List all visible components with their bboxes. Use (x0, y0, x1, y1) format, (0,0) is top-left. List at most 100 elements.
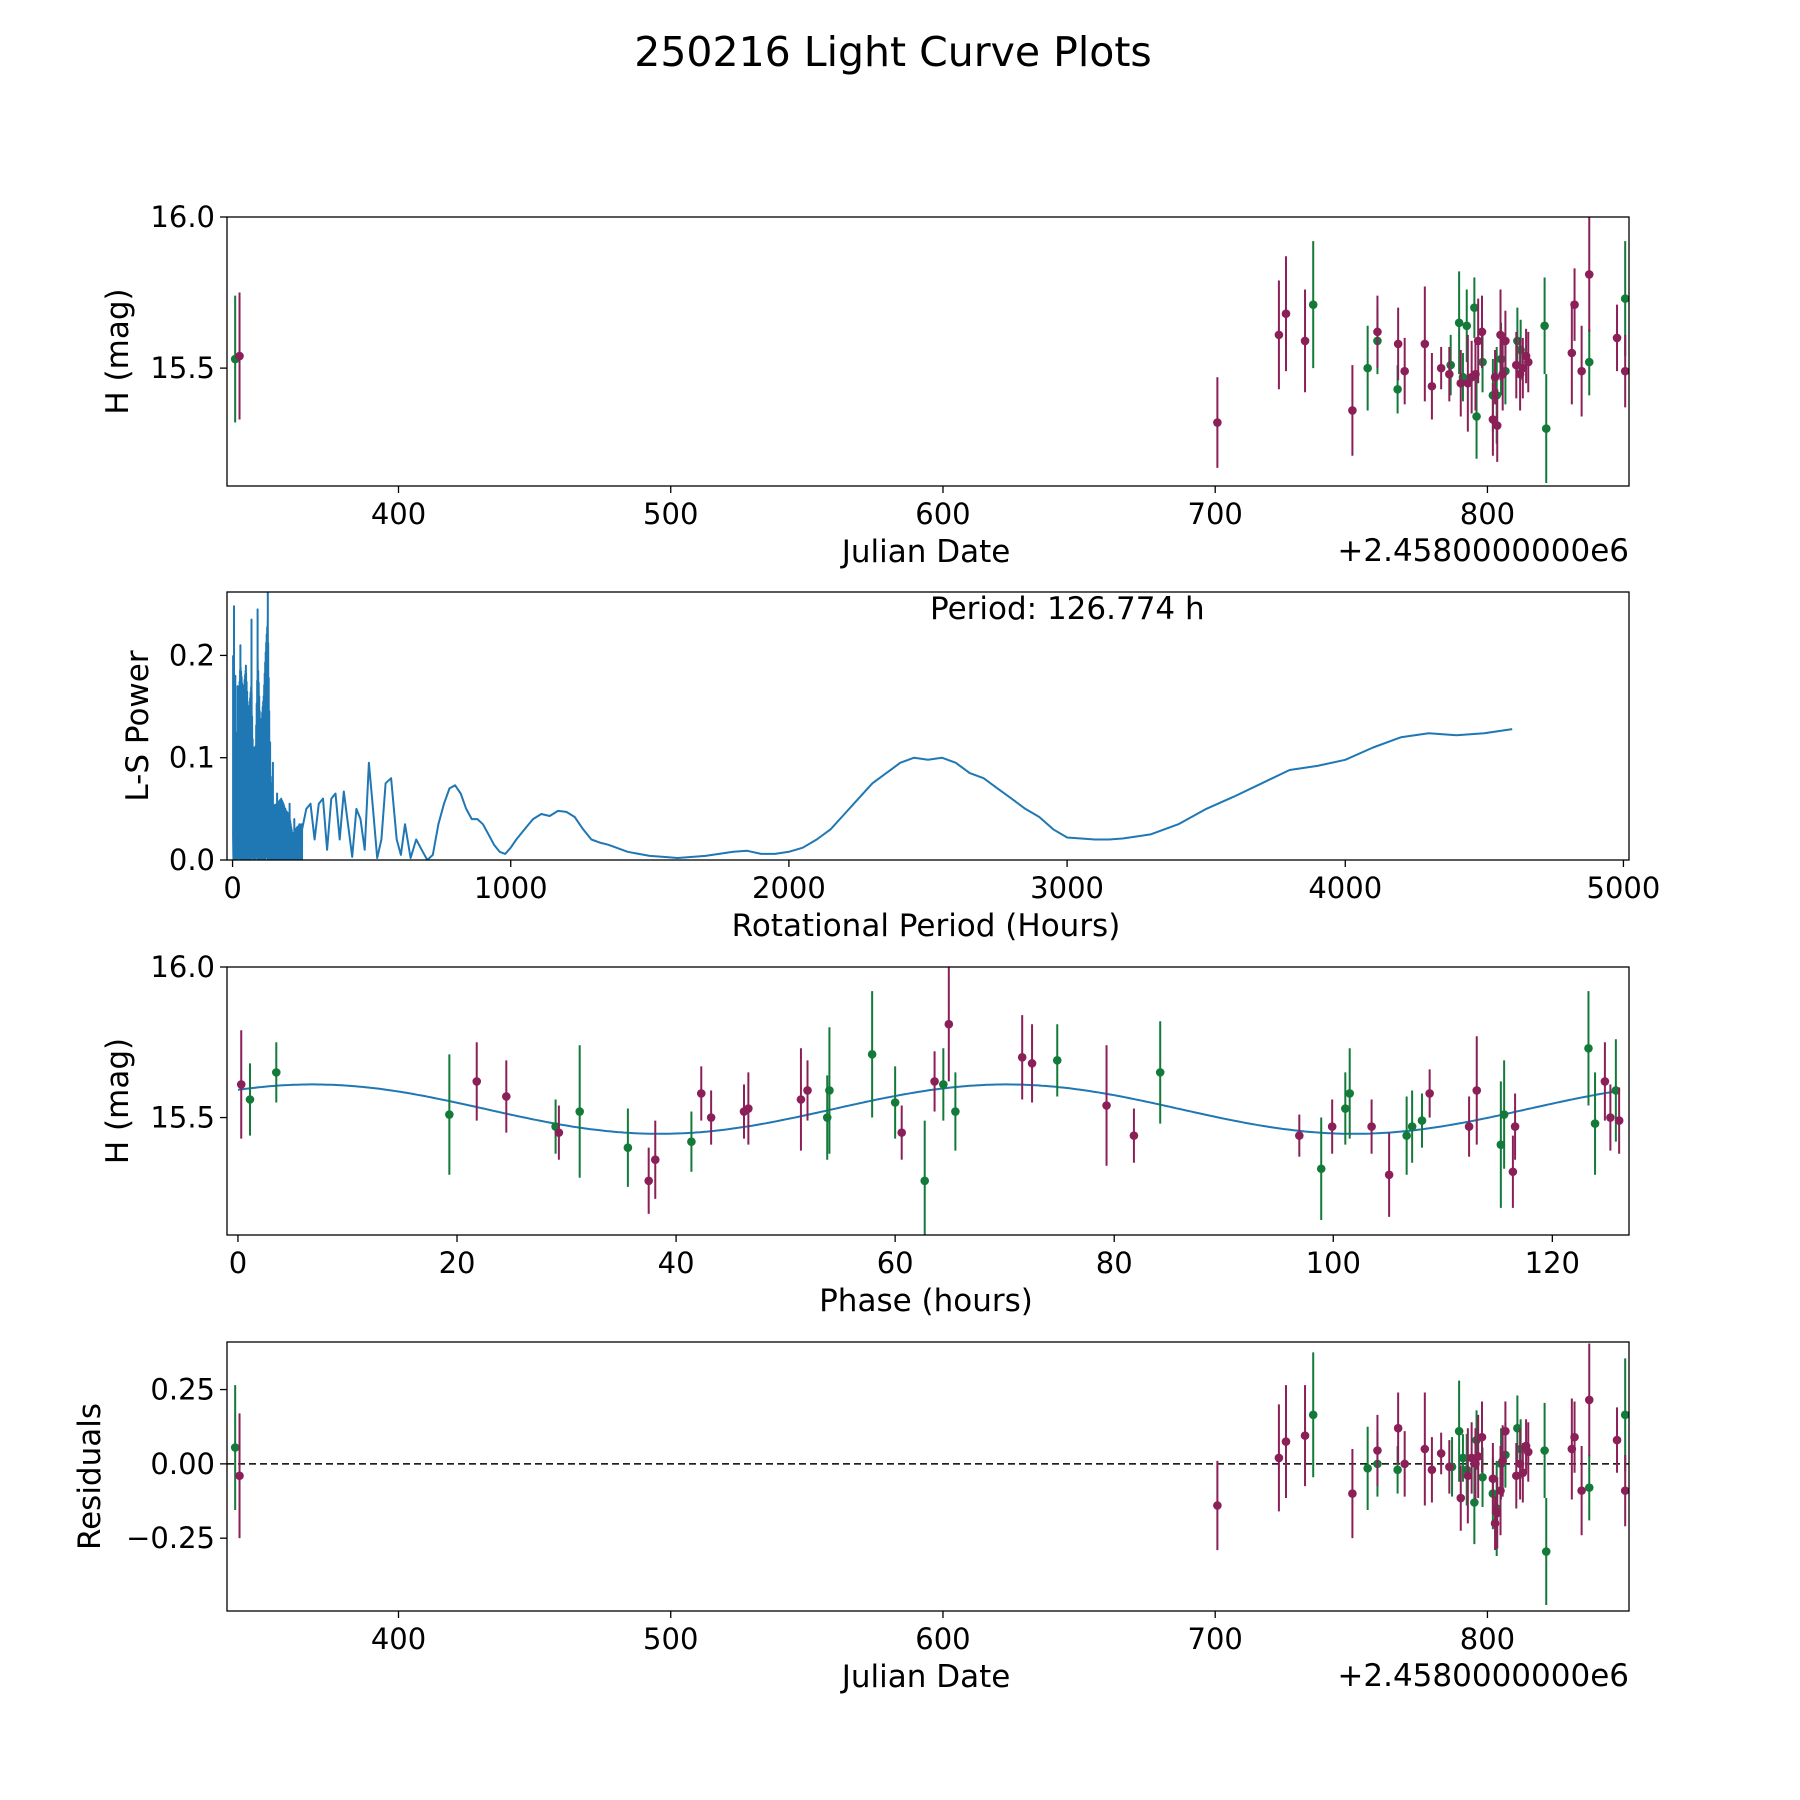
purple-data-point (1436, 346, 1446, 390)
x-axis-label: Rotational Period (Hours) (732, 908, 1121, 944)
data-marker (1308, 1410, 1318, 1420)
green-data-point (1470, 277, 1479, 338)
green-data-point (1472, 374, 1481, 459)
purple-data-point (1570, 268, 1579, 341)
purple-data-point (1348, 1449, 1357, 1539)
y-tick-label: 15.5 (150, 351, 215, 385)
green-data-point (920, 1120, 930, 1235)
purple-data-point (1400, 1431, 1409, 1497)
phase-folded-panel: 0 20 40 60 80 100 120 15.5 16.0 Phase (hours) H (m… (100, 950, 1630, 1319)
purple-data-point (1427, 1437, 1437, 1503)
data-marker (644, 1176, 653, 1186)
data-marker (1570, 1432, 1579, 1442)
purple-data-point (1577, 325, 1586, 417)
purple-data-point (1425, 1069, 1434, 1118)
x-tick-label: 2000 (752, 871, 826, 905)
y-tick-label: 0.0 (169, 843, 215, 877)
x-tick-label: 600 (915, 497, 970, 531)
y-tick-label: 15.5 (150, 1101, 215, 1135)
purple-data-point (235, 292, 244, 420)
purple-data-point (472, 1042, 482, 1121)
y-axis-label: H (mag) (100, 1038, 136, 1164)
data-marker (1620, 294, 1629, 303)
data-marker (554, 1128, 564, 1137)
data-marker (1508, 1167, 1518, 1177)
data-marker (1427, 381, 1437, 391)
data-marker (1393, 339, 1403, 349)
model-fit-curve (237, 1083, 1619, 1135)
data-marker (1427, 1465, 1437, 1475)
green-data-point (1454, 271, 1464, 375)
green-data-point (1620, 1358, 1629, 1472)
data-marker (236, 1080, 246, 1089)
purple-data-point (1584, 217, 1594, 332)
purple-data-point (1463, 1428, 1473, 1524)
x-axis-label: Julian Date (840, 534, 1011, 570)
x-axis-offset-label: +2.4580000000e6 (1337, 533, 1629, 569)
data-marker (1541, 424, 1551, 433)
data-marker (1393, 384, 1402, 394)
purple-data-point (1614, 1087, 1624, 1154)
green-data-point (271, 1042, 281, 1103)
data-marker (1620, 1410, 1629, 1420)
data-marker (1462, 321, 1472, 331)
x-tick-label: 5000 (1587, 871, 1661, 905)
purple-data-point (1577, 1446, 1586, 1536)
x-tick-label: 120 (1525, 1246, 1580, 1280)
purple-data-point (1129, 1108, 1139, 1163)
purple-data-point (1477, 295, 1487, 369)
phase-folded-plot-area (236, 967, 1624, 1235)
purple-data-point (1373, 295, 1382, 369)
data-marker (1490, 372, 1500, 382)
purple-data-point (1281, 1385, 1291, 1499)
green-data-point (687, 1111, 696, 1172)
purple-data-point (1518, 1443, 1528, 1503)
data-marker (1454, 318, 1464, 328)
green-data-point (1363, 325, 1372, 411)
purple-data-point (236, 1030, 246, 1139)
data-marker (235, 1471, 244, 1481)
data-marker (1363, 363, 1372, 373)
data-marker (1584, 270, 1594, 279)
data-marker (1540, 321, 1549, 331)
data-marker (1393, 1423, 1403, 1433)
data-marker (1492, 421, 1502, 430)
purple-data-point (1456, 1465, 1466, 1531)
data-marker (1327, 1122, 1337, 1131)
x-tick-label: 3000 (1030, 871, 1104, 905)
purple-series (235, 1343, 1629, 1551)
green-data-point (245, 1063, 255, 1136)
data-marker (1501, 336, 1510, 346)
green-data-point (1363, 1426, 1372, 1510)
data-marker (897, 1128, 907, 1137)
purple-data-point (1501, 1401, 1510, 1461)
y-axis-label: Residuals (72, 1403, 108, 1550)
data-marker (1213, 1501, 1222, 1510)
x-tick-label: 40 (658, 1246, 695, 1280)
data-marker (1373, 1446, 1382, 1455)
purple-data-point (1620, 334, 1629, 408)
green-data-point (623, 1108, 633, 1187)
purple-data-point (1492, 389, 1502, 462)
data-marker (1510, 1122, 1520, 1131)
data-marker (1348, 1489, 1357, 1498)
purple-data-point (1373, 1414, 1382, 1487)
data-marker (1425, 1089, 1434, 1098)
data-marker (623, 1143, 633, 1152)
periodogram-plot-area (232, 592, 1513, 860)
data-marker (706, 1113, 716, 1122)
data-marker (939, 1080, 948, 1089)
purple-data-point (706, 1090, 716, 1145)
data-marker (1501, 1426, 1510, 1436)
purple-data-point (1393, 1392, 1403, 1464)
data-marker (1213, 418, 1222, 427)
axes-frame (226, 591, 1630, 861)
purple-data-point (1274, 1404, 1284, 1512)
purple-data-point (1612, 304, 1622, 372)
purple-data-point (1477, 1401, 1487, 1473)
purple-data-point (1501, 310, 1510, 372)
purple-data-point (1473, 298, 1483, 384)
purple-data-point (1420, 1392, 1430, 1506)
green-data-point (939, 1048, 948, 1121)
data-marker (1458, 1453, 1468, 1463)
